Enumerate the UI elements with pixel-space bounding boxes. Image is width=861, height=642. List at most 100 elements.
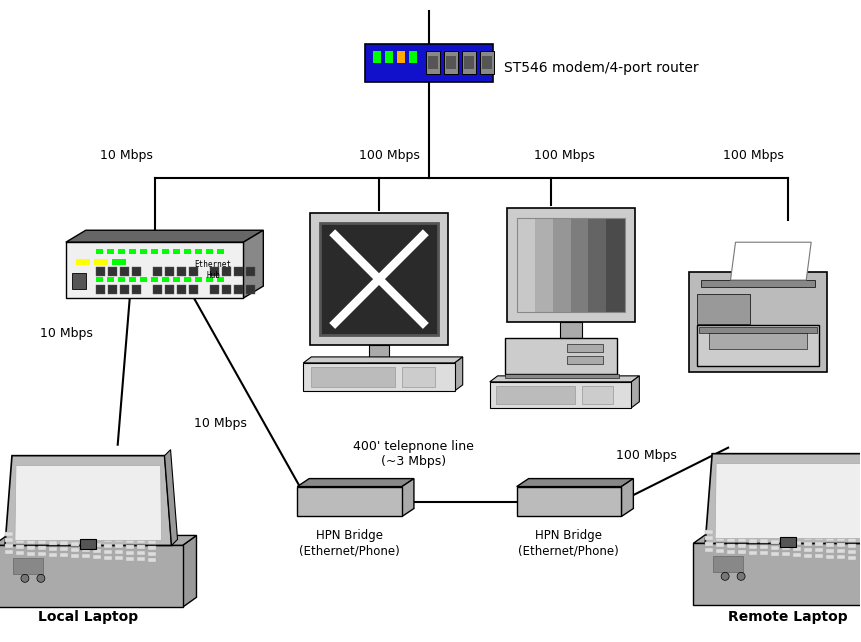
Bar — [311, 367, 394, 387]
Bar — [93, 537, 101, 541]
Bar — [570, 218, 589, 312]
Bar — [206, 277, 213, 282]
Bar — [588, 218, 607, 312]
Bar — [189, 285, 197, 294]
Bar — [151, 277, 158, 282]
Bar — [137, 557, 145, 561]
Bar — [5, 539, 13, 542]
Bar — [137, 539, 145, 543]
Bar — [704, 530, 712, 534]
Bar — [781, 535, 789, 539]
Bar — [132, 285, 140, 294]
Text: 100 Mbps: 100 Mbps — [722, 150, 784, 162]
Polygon shape — [729, 242, 810, 280]
Bar — [80, 539, 96, 550]
Bar — [118, 249, 125, 254]
Bar — [129, 249, 136, 254]
Text: 10 Mbps: 10 Mbps — [195, 417, 247, 429]
Bar — [245, 285, 254, 294]
Bar — [38, 540, 46, 544]
Bar — [49, 553, 57, 557]
Bar — [49, 541, 57, 545]
Text: Ethernet
Hub: Ethernet Hub — [195, 261, 232, 280]
Bar — [803, 548, 811, 551]
Bar — [221, 267, 231, 276]
Bar — [581, 386, 612, 404]
Bar — [814, 554, 822, 558]
Bar — [781, 553, 789, 557]
Bar — [16, 545, 24, 549]
Bar — [365, 44, 492, 82]
Bar — [177, 285, 186, 294]
Bar — [759, 551, 767, 555]
Bar — [779, 537, 795, 548]
Bar — [221, 285, 231, 294]
Bar — [825, 542, 833, 547]
Bar — [506, 208, 635, 322]
Bar — [139, 277, 146, 282]
Bar — [147, 558, 156, 562]
Bar — [727, 550, 734, 553]
Bar — [319, 223, 437, 335]
Bar — [209, 285, 219, 294]
Bar — [71, 273, 86, 289]
Bar — [566, 356, 602, 364]
Bar — [189, 267, 197, 276]
FancyBboxPatch shape — [480, 51, 493, 74]
Bar — [162, 249, 169, 254]
Bar — [770, 534, 778, 538]
Bar — [38, 534, 46, 538]
Bar — [689, 272, 826, 372]
Bar — [697, 294, 748, 324]
Bar — [566, 344, 602, 352]
Bar — [152, 267, 162, 276]
Bar — [759, 539, 767, 543]
Bar — [552, 218, 571, 312]
Bar — [115, 544, 122, 548]
Bar — [147, 546, 156, 550]
Bar — [715, 531, 723, 535]
Bar — [151, 249, 158, 254]
Bar — [71, 536, 78, 540]
Polygon shape — [489, 376, 639, 382]
Polygon shape — [303, 357, 462, 363]
Bar — [129, 277, 136, 282]
Bar — [164, 285, 174, 294]
Bar — [737, 538, 746, 542]
Bar — [781, 541, 789, 544]
Bar — [792, 535, 800, 539]
Bar — [103, 555, 112, 560]
Bar — [385, 51, 393, 63]
Bar — [715, 543, 723, 547]
Bar — [5, 544, 13, 548]
Bar — [164, 267, 174, 276]
Bar — [737, 532, 746, 536]
Bar — [77, 259, 90, 265]
Bar — [93, 549, 101, 553]
Bar — [727, 537, 734, 542]
Bar — [704, 537, 712, 541]
Polygon shape — [183, 535, 196, 607]
Bar — [96, 249, 102, 254]
Bar — [836, 550, 844, 553]
Bar — [792, 541, 800, 545]
Bar — [748, 545, 756, 549]
Bar — [606, 218, 625, 312]
Polygon shape — [715, 464, 861, 539]
Bar — [401, 367, 435, 387]
Polygon shape — [516, 478, 633, 487]
Bar — [825, 549, 833, 553]
Bar — [814, 548, 822, 552]
Bar — [38, 552, 46, 556]
Bar — [803, 553, 811, 558]
Bar — [712, 557, 742, 573]
Bar — [27, 546, 34, 550]
Bar — [534, 218, 553, 312]
Bar — [13, 559, 43, 575]
Bar — [96, 277, 102, 282]
Bar — [27, 539, 34, 544]
Polygon shape — [5, 456, 171, 546]
Circle shape — [21, 575, 29, 582]
Bar — [172, 249, 180, 254]
Bar — [71, 548, 78, 552]
